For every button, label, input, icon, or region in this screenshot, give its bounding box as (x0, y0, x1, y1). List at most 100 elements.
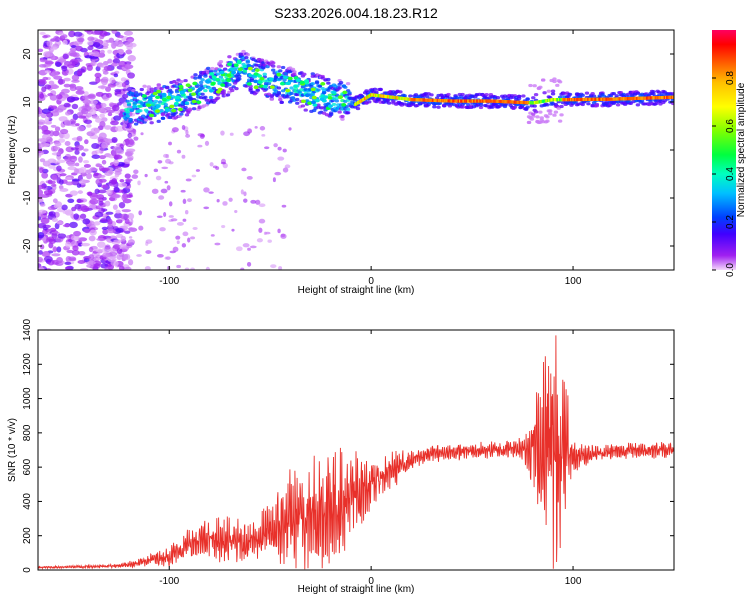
spectrogram-cell (175, 98, 181, 102)
spectrogram-cell (203, 187, 210, 193)
spectrogram-cell (208, 88, 214, 93)
spectrogram-cell (280, 233, 286, 238)
spectrogram-cell (446, 92, 451, 97)
spectrogram-cell (143, 118, 149, 122)
spectrogram-cell (58, 179, 64, 185)
spectrogram-cell (38, 63, 47, 68)
spectrogram-cell (75, 123, 80, 127)
spectrogram-cell (105, 92, 112, 98)
spectrogram-cell (113, 239, 122, 244)
spectrogram-cell (215, 77, 221, 82)
spectrogram-cell (334, 99, 340, 103)
spectrogram-cell (38, 185, 45, 190)
spectrogram-cell (107, 218, 113, 225)
spectrogram-cell (278, 69, 283, 73)
spectrogram-cell (93, 221, 101, 226)
spectrogram-cell (460, 105, 465, 109)
spectrogram-cell (142, 84, 147, 88)
spectrogram-cell (184, 267, 190, 270)
spectrogram-cell (77, 111, 84, 117)
spectrogram-cell (295, 97, 300, 102)
spectrogram-cell (38, 209, 47, 214)
spectrogram-cell (82, 218, 91, 225)
spectrogram-cell (557, 119, 563, 123)
spectrogram-cell (121, 194, 126, 201)
spectrogram-ylabel: Frequency (Hz) (7, 116, 18, 185)
spectrogram-cell (139, 87, 144, 92)
spectrogram-cell (124, 61, 132, 65)
spectrogram-cell (62, 224, 71, 228)
spectrogram-cell (164, 180, 169, 184)
spectrogram-cell (526, 120, 532, 125)
spectrogram-cell (50, 111, 60, 117)
spectrogram-cell (82, 160, 90, 164)
spectrogram-cell (171, 127, 179, 133)
spectrogram-cell (145, 239, 153, 244)
spectrogram-cell (277, 228, 281, 234)
spectrogram-cell (273, 143, 278, 148)
spectrogram-cell (249, 77, 255, 81)
spectrogram-cell (258, 218, 266, 224)
spectrogram-cell (516, 94, 522, 98)
spectrogram-cell (57, 78, 66, 85)
spectrogram-cell (340, 117, 345, 121)
spectrogram-cell (521, 94, 526, 98)
spectrogram-cell (295, 78, 301, 83)
spectrogram-cell (138, 210, 142, 216)
spectrogram-cell (218, 75, 224, 79)
spectrogram-cell (43, 51, 51, 58)
spectrogram-cell (246, 261, 252, 267)
spectrogram-cell (125, 63, 131, 70)
spectrogram-cell (155, 104, 161, 109)
spectrogram-cell (187, 237, 191, 243)
spectrogram-cell (197, 133, 205, 137)
spectrogram-cell (94, 188, 100, 195)
spectrogram-cell (79, 166, 87, 174)
spectrogram-cell (542, 91, 547, 95)
spectrogram-cell (241, 167, 247, 172)
spectrogram-cell (72, 113, 79, 121)
spectrogram-cell (216, 198, 220, 203)
spectrogram-cell (184, 101, 190, 105)
spectrogram-cell (321, 91, 327, 95)
spectrogram-cell (69, 85, 77, 92)
spectrogram-cell (292, 70, 297, 74)
spectrogram-cell (538, 110, 543, 114)
spectrogram-cell (548, 109, 553, 113)
spectrogram-cell (71, 249, 80, 256)
spectrogram-cell (175, 95, 181, 100)
spectrogram-cell (124, 218, 130, 225)
spectrogram-cell (80, 213, 87, 219)
spectrogram-cell (254, 126, 258, 129)
spectrogram-cell (122, 93, 129, 99)
spectrogram-cell (56, 151, 62, 157)
spectrogram-cell (95, 76, 101, 84)
spectrogram-cell (100, 184, 108, 189)
spectrogram-cell (62, 39, 68, 45)
spectrogram-cell (86, 123, 92, 128)
spectrogram-cell (182, 231, 189, 237)
spectrogram-cell (65, 176, 72, 180)
spectrogram-cell (200, 78, 205, 82)
spectrogram-cell (100, 49, 105, 54)
spectrogram-cell (95, 117, 103, 123)
spectrogram-cell (535, 115, 540, 119)
spectrogram-cell (112, 204, 118, 210)
spectrogram-cell (42, 35, 48, 39)
spectrogram-cell (99, 178, 107, 183)
spectrogram-cell (93, 41, 101, 48)
spectrogram-cell (145, 250, 152, 254)
spectrogram-cell (55, 61, 62, 68)
spectrogram-cell (651, 90, 656, 94)
spectrogram-cell (99, 167, 109, 172)
spectrogram-cell (197, 76, 202, 80)
spectrogram-cell (124, 173, 131, 179)
spectrogram-cell (246, 64, 252, 68)
spectrogram-cell (123, 253, 131, 261)
spectrogram-cell (550, 89, 556, 93)
snr-xlabel: Height of straight line (km) (298, 584, 415, 595)
spectrogram-cell (385, 98, 390, 102)
spectrogram-cell (355, 106, 361, 111)
spectrogram-cell (112, 104, 120, 112)
spectrogram-cell (155, 109, 161, 113)
